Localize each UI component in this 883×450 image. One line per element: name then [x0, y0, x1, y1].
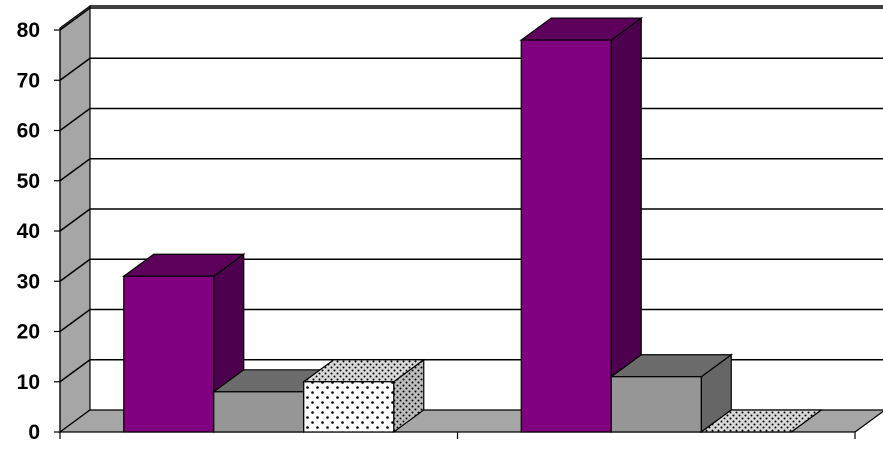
- gridline: [59, 7, 883, 31]
- y-tick-label: 50: [17, 170, 40, 193]
- y-tick-label: 10: [17, 371, 40, 394]
- y-tick-label: 70: [17, 69, 40, 92]
- y-tick-label: 60: [17, 120, 40, 143]
- bar-s2-c2: [609, 353, 734, 434]
- y-tick-label: 0: [28, 421, 40, 444]
- bars: [121, 16, 824, 434]
- bar-front: [520, 39, 612, 433]
- gridline: [59, 158, 883, 182]
- bar-s3-c2: [699, 409, 824, 433]
- y-tick-label: 40: [17, 220, 40, 243]
- gridline: [59, 107, 883, 132]
- y-tick-label: 80: [17, 19, 40, 42]
- bar-top: [699, 409, 824, 433]
- bar-front: [123, 275, 215, 433]
- bar-s1-c2: [519, 16, 644, 434]
- y-axis: 0 10 20 30 40 50 60 70 80: [17, 19, 856, 444]
- bar-front: [610, 376, 702, 433]
- bar-s3-c1: [301, 358, 426, 434]
- y-tick-label: 30: [17, 270, 40, 293]
- gridline: [59, 208, 883, 232]
- gridline: [59, 57, 883, 81]
- bar-front: [303, 381, 395, 433]
- y-tick-label: 20: [17, 321, 40, 344]
- bar-front: [213, 391, 305, 433]
